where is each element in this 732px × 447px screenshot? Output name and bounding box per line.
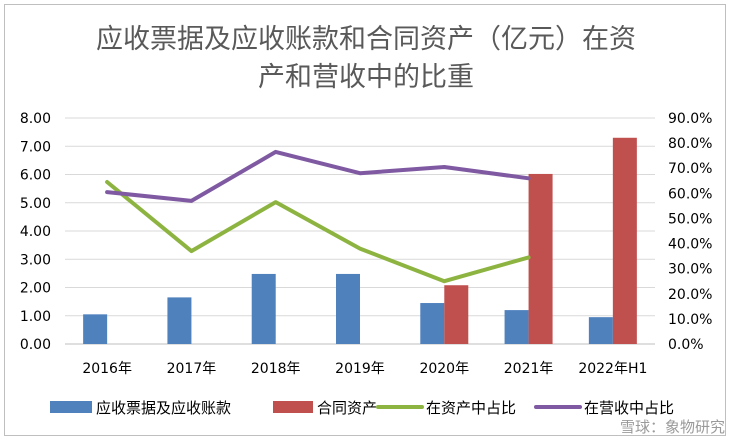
x-tick-label: 2016年 (82, 361, 132, 377)
right-tick-label: 50.0% (668, 211, 712, 227)
bar-receivables (420, 303, 445, 344)
left-axis-ticks: 0.00 1.00 2.00 3.00 4.00 5.00 6.00 7.00 8.00 (20, 111, 51, 353)
bar-receivables (588, 317, 613, 344)
legend-label: 在营收中占比 (584, 399, 674, 417)
right-tick-label: 90.0% (668, 111, 712, 127)
line-asset-share (105, 180, 531, 284)
left-tick-label: 2.00 (20, 281, 51, 297)
right-axis-ticks: 0.0% 10.0% 20.0% 30.0% 40.0% 50.0% 60.0% 70.0% 8… (668, 111, 712, 353)
left-tick-label: 3.00 (20, 252, 51, 268)
left-tick-label: 6.00 (20, 168, 51, 184)
chart-frame (4, 4, 726, 436)
bar-receivables (251, 273, 276, 344)
legend-swatch (50, 401, 92, 413)
right-tick-label: 0.0% (668, 337, 704, 353)
legend-label: 应收票据及应收账款 (96, 399, 231, 417)
x-tick-label: 2018年 (251, 361, 301, 377)
left-tick-label: 4.00 (20, 224, 51, 240)
legend-label: 合同资产 (317, 399, 377, 417)
right-tick-label: 30.0% (668, 262, 712, 278)
bar-receivables (167, 297, 192, 344)
right-tick-label: 20.0% (668, 287, 712, 303)
bar-contract-assets (612, 137, 637, 344)
left-tick-label: 5.00 (20, 196, 51, 212)
bar-contract-assets (444, 285, 469, 344)
legend-label: 在资产中占比 (426, 399, 516, 417)
lines (105, 149, 531, 284)
chart-title-line2: 产和营收中的比重 (258, 62, 474, 93)
bar-receivables (83, 314, 108, 344)
bar-receivables (504, 310, 529, 344)
gridlines (65, 117, 655, 345)
x-tick-label: 2021年 (504, 361, 554, 377)
watermark-text: 雪球：象物研究 (620, 418, 725, 436)
x-tick-label: 2017年 (167, 361, 217, 377)
left-tick-label: 1.00 (20, 309, 51, 325)
bars (83, 137, 637, 344)
x-tick-label: 2020年 (419, 361, 469, 377)
right-tick-label: 60.0% (668, 186, 712, 202)
right-tick-label: 80.0% (668, 136, 712, 152)
x-axis-ticks: 2016年 2017年 2018年 2019年 2020年 2021年 2022年H1 (82, 361, 647, 377)
legend-swatch (273, 401, 313, 413)
x-tick-label: 2022年H1 (578, 361, 647, 377)
legend: 应收票据及应收账款 合同资产 在资产中占比 在营收中占比 (50, 399, 674, 417)
line-revenue-share (105, 149, 531, 203)
bar-contract-assets (528, 173, 553, 344)
right-tick-label: 70.0% (668, 161, 712, 177)
x-tick-label: 2019年 (335, 361, 385, 377)
right-tick-label: 10.0% (668, 312, 712, 328)
left-tick-label: 0.00 (20, 337, 51, 353)
right-tick-label: 40.0% (668, 237, 712, 253)
chart-title-line1: 应收票据及应收账款和合同资产（亿元）在资 (96, 24, 636, 55)
left-tick-label: 7.00 (20, 139, 51, 155)
left-tick-label: 8.00 (20, 111, 51, 127)
bar-receivables (336, 273, 360, 344)
